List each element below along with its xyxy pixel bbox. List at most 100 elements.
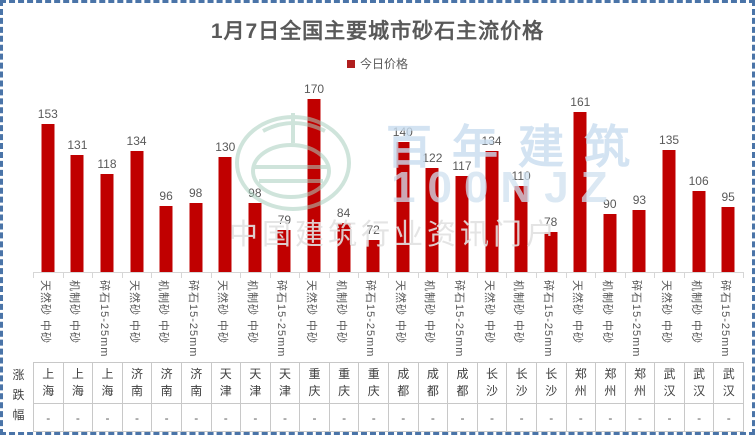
bar-column: 93	[625, 91, 655, 272]
bar-value-label: 98	[248, 185, 262, 200]
bar-column: 161	[566, 91, 596, 272]
bar	[721, 207, 735, 272]
bar-value-label: 117	[452, 158, 472, 173]
bar-column: 170	[299, 82, 329, 272]
bar-column: 96	[151, 91, 181, 272]
bar-value-label: 122	[422, 151, 443, 166]
bar-column: 118	[92, 91, 122, 272]
bar-value-label: 135	[659, 132, 680, 147]
bar-value-label: 72	[366, 223, 380, 238]
bar-value-label: 90	[603, 197, 617, 212]
bar	[455, 175, 469, 272]
legend-label: 今日价格	[359, 57, 408, 71]
bar-value-label: 161	[570, 95, 591, 110]
bar-value-label: 134	[126, 134, 147, 149]
bar	[485, 151, 499, 272]
change-cell: -	[181, 404, 212, 432]
bar	[70, 155, 84, 272]
bar-column: 72	[358, 91, 388, 272]
axis-tick	[713, 273, 715, 278]
bar	[396, 142, 410, 272]
axis-tick	[180, 273, 182, 278]
change-cell: -	[122, 404, 153, 432]
bar-column: 79	[270, 91, 300, 272]
bar-column: 117	[447, 91, 477, 272]
city-cell: 郑州	[625, 363, 656, 404]
axis-tick	[358, 273, 360, 278]
change-cell: -	[655, 404, 685, 432]
change-cell: -	[477, 404, 508, 432]
bar-column: 78	[536, 91, 566, 272]
axis-tick	[151, 273, 153, 278]
city-cell: 武汉	[655, 363, 685, 404]
bar	[573, 112, 587, 272]
axis-tick	[299, 273, 301, 278]
city-cell: 济南	[181, 363, 212, 404]
bar-value-label: 130	[215, 139, 236, 154]
bar-value-label: 170	[304, 82, 325, 97]
axis-tick	[654, 273, 656, 278]
bar-value-label: 84	[336, 206, 351, 221]
bar-value-label: 96	[159, 188, 173, 203]
city-cell: 天津	[270, 363, 301, 404]
change-cell: -	[714, 404, 744, 432]
change-cell: -	[152, 404, 182, 432]
city-cell: 上海	[63, 363, 94, 404]
change-cell: -	[625, 404, 656, 432]
bar-value-label: 118	[97, 157, 117, 172]
city-cell: 长沙	[536, 363, 567, 404]
city-cell: 重庆	[329, 363, 360, 404]
city-cell: 重庆	[300, 363, 330, 404]
legend-marker-icon	[346, 59, 355, 68]
bar-column: 98	[181, 91, 211, 272]
axis-tick	[624, 273, 626, 278]
bar-value-label: 78	[544, 214, 558, 229]
axis-tick	[388, 273, 389, 278]
change-cell: -	[34, 404, 64, 432]
change-cell: -	[241, 404, 271, 432]
bar-column: 135	[654, 91, 684, 272]
bar-value-label: 110	[511, 168, 531, 183]
change-cell: -	[63, 404, 94, 432]
bar	[662, 149, 676, 272]
axis-tick	[417, 273, 419, 278]
bar-value-label: 98	[189, 185, 203, 200]
bar-value-label: 140	[392, 125, 413, 140]
bar-value-label: 106	[688, 174, 709, 189]
bar-value-label: 131	[67, 138, 88, 153]
change-cell: -	[359, 404, 389, 432]
city-cell: 成都	[448, 363, 478, 404]
bar-value-label: 134	[481, 134, 502, 149]
x-axis-line	[33, 272, 744, 273]
bar-column: 84	[329, 91, 359, 272]
x-axis-label: 碎石15-25mm	[719, 280, 732, 358]
bar	[603, 214, 617, 272]
axis-tick	[92, 273, 94, 278]
axis-tick	[565, 273, 567, 278]
bar	[692, 191, 706, 272]
bar	[218, 156, 232, 272]
city-cell: 成都	[418, 363, 449, 404]
bar	[159, 205, 173, 272]
bar-column: 110	[506, 91, 536, 272]
bar-value-label: 93	[632, 193, 647, 208]
city-cell: 上海	[34, 363, 64, 404]
change-cell: -	[536, 404, 567, 432]
city-table: 上海 上海 上海 济南 济南 济南 天津 天津 天津 重庆 重庆 重庆 成都 成都 成都 长沙 长沙 长沙 郑州 郑州…	[33, 362, 744, 432]
axis-tick	[210, 273, 212, 278]
bar-column: 106	[684, 91, 714, 272]
city-cell: 上海	[93, 363, 123, 404]
change-cell: -	[448, 404, 478, 432]
axis-tick	[595, 273, 597, 278]
bar	[366, 240, 380, 272]
axis-tick	[240, 273, 242, 278]
city-cell: 济南	[122, 363, 153, 404]
city-cell: 武汉	[684, 363, 715, 404]
plot-area: 153 131 118 134 96 98 130 98 79 170 84 72 140 122 117 1…	[33, 82, 743, 272]
change-cell: -	[684, 404, 715, 432]
bar-column: 140	[388, 91, 418, 272]
bar-column: 131	[63, 91, 93, 272]
bar-value-label: 153	[37, 106, 58, 121]
bar	[544, 231, 558, 272]
change-cell: -	[93, 404, 123, 432]
